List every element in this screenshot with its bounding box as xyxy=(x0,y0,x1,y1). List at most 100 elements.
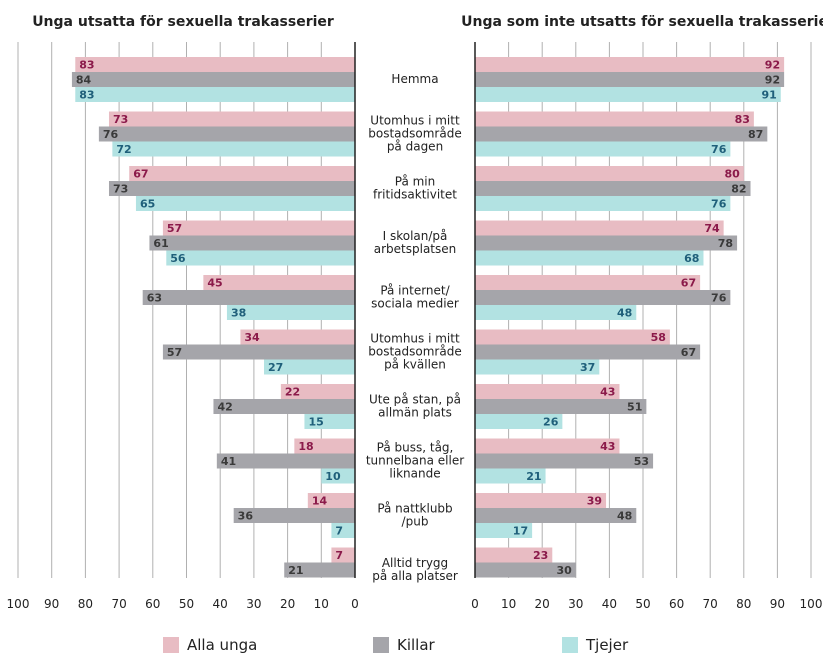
right-value-label-killar: 51 xyxy=(627,401,642,414)
right-tick-label: 70 xyxy=(703,597,718,611)
right-bar-alla-unga xyxy=(475,547,553,563)
left-bar-tjejer xyxy=(304,414,355,429)
right-bar-tjejer xyxy=(475,196,731,211)
legend-label-alla-unga: Alla unga xyxy=(187,636,257,653)
left-value-label-killar: 21 xyxy=(288,564,303,577)
right-bar-alla-unga xyxy=(475,384,620,399)
right-bar-alla-unga xyxy=(475,438,620,454)
right-bar-killar xyxy=(475,399,647,414)
left-panel-title: Unga utsatta för sexuella trakasserier xyxy=(32,14,334,30)
category-label: I skolan/på arbetsplatsen xyxy=(374,229,457,256)
legend-swatch-alla-unga xyxy=(163,637,179,653)
left-bar-killar xyxy=(284,562,355,578)
left-value-label-tjejer: 15 xyxy=(308,416,323,429)
left-value-label-alla-unga: 34 xyxy=(244,331,260,344)
right-value-label-alla-unga: 92 xyxy=(765,59,780,72)
axes xyxy=(354,42,476,578)
left-tick-label: 20 xyxy=(280,597,295,611)
right-tick-label: 10 xyxy=(501,597,516,611)
left-tick-label: 30 xyxy=(246,597,261,611)
left-bar-tjejer xyxy=(112,141,355,157)
right-bar-alla-unga xyxy=(475,275,701,290)
category-label: På nattklubb/pub xyxy=(377,502,452,529)
left-value-label-killar: 36 xyxy=(238,510,254,523)
right-value-label-tjejer: 21 xyxy=(526,470,541,483)
left-bar-tjejer xyxy=(264,359,355,375)
right-bar-tjejer xyxy=(475,414,563,429)
right-bar-tjejer xyxy=(475,468,546,484)
right-bar-killar xyxy=(475,126,768,142)
left-tick-label: 40 xyxy=(213,597,228,611)
right-tick-label: 40 xyxy=(602,597,617,611)
left-bar-tjejer xyxy=(321,468,355,484)
left-value-label-killar: 76 xyxy=(103,128,119,141)
left-value-label-killar: 61 xyxy=(153,237,168,250)
left-bar-alla-unga xyxy=(129,166,355,181)
left-value-label-alla-unga: 45 xyxy=(207,277,222,290)
right-value-label-killar: 48 xyxy=(617,510,632,523)
right-value-label-alla-unga: 58 xyxy=(651,331,666,344)
left-bar-killar xyxy=(216,453,355,469)
left-value-label-alla-unga: 22 xyxy=(285,386,300,399)
right-bar-tjejer xyxy=(475,250,704,266)
left-value-label-tjejer: 83 xyxy=(79,89,94,102)
left-bar-alla-unga xyxy=(280,384,355,399)
right-value-label-killar: 53 xyxy=(634,455,649,468)
left-tick-label: 80 xyxy=(78,597,93,611)
right-tick-label: 80 xyxy=(736,597,751,611)
right-value-label-tjejer: 17 xyxy=(513,525,528,538)
left-bar-alla-unga xyxy=(331,547,355,563)
right-value-label-alla-unga: 39 xyxy=(587,495,602,508)
category-label: På min fritidsaktivitet xyxy=(373,175,457,202)
right-bar-killar xyxy=(475,235,738,251)
left-value-label-alla-unga: 14 xyxy=(312,495,328,508)
legend-label-tjejer: Tjejer xyxy=(585,636,629,653)
right-bar-killar xyxy=(475,562,576,578)
left-bar-alla-unga xyxy=(307,493,355,508)
right-value-label-alla-unga: 74 xyxy=(704,222,720,235)
right-bar-tjejer xyxy=(475,141,731,157)
right-value-label-alla-unga: 80 xyxy=(724,168,740,181)
right-bar-killar xyxy=(475,290,731,305)
right-bar-killar xyxy=(475,344,701,360)
left-bar-killar xyxy=(233,508,355,523)
left-value-label-tjejer: 72 xyxy=(116,143,131,156)
left-bar-killar xyxy=(162,344,355,360)
right-tick-label: 20 xyxy=(535,597,550,611)
right-value-label-killar: 87 xyxy=(748,128,763,141)
right-value-label-killar: 78 xyxy=(718,237,733,250)
left-bar-killar xyxy=(142,290,355,305)
left-bar-tjejer xyxy=(135,196,355,211)
right-bar-killar xyxy=(475,453,654,469)
left-value-label-alla-unga: 83 xyxy=(79,59,94,72)
left-bar-alla-unga xyxy=(240,329,355,345)
right-value-label-alla-unga: 43 xyxy=(600,440,615,453)
left-value-label-killar: 84 xyxy=(76,74,92,87)
right-value-label-killar: 92 xyxy=(765,74,780,87)
right-value-label-tjejer: 48 xyxy=(617,307,632,320)
right-tick-label: 90 xyxy=(770,597,785,611)
category-label: Alltid trygg på alla platser xyxy=(372,556,458,583)
left-tick-label: 60 xyxy=(145,597,160,611)
right-tick-label: 100 xyxy=(800,597,823,611)
left-value-label-alla-unga: 18 xyxy=(298,440,313,453)
category-label: På buss, tåg, tunnelbana eller liknande xyxy=(366,441,464,481)
right-bar-alla-unga xyxy=(475,329,670,345)
category-label: Utomhus i mitt bostadsområde på dagen xyxy=(368,114,461,154)
left-value-label-killar: 42 xyxy=(217,401,232,414)
left-value-label-alla-unga: 57 xyxy=(167,222,182,235)
left-bar-tjejer xyxy=(331,523,355,538)
right-value-label-tjejer: 26 xyxy=(543,416,559,429)
right-value-label-killar: 82 xyxy=(731,183,746,196)
right-value-label-tjejer: 37 xyxy=(580,361,595,374)
right-value-label-tjejer: 68 xyxy=(684,252,699,265)
right-value-label-killar: 30 xyxy=(556,564,572,577)
right-value-label-alla-unga: 67 xyxy=(681,277,696,290)
right-value-label-tjejer: 76 xyxy=(711,198,727,211)
right-value-label-alla-unga: 23 xyxy=(533,549,548,562)
right-bar-alla-unga xyxy=(475,220,724,236)
right-bar-alla-unga xyxy=(475,493,607,508)
right-value-label-alla-unga: 43 xyxy=(600,386,615,399)
right-bar-tjejer xyxy=(475,523,533,538)
